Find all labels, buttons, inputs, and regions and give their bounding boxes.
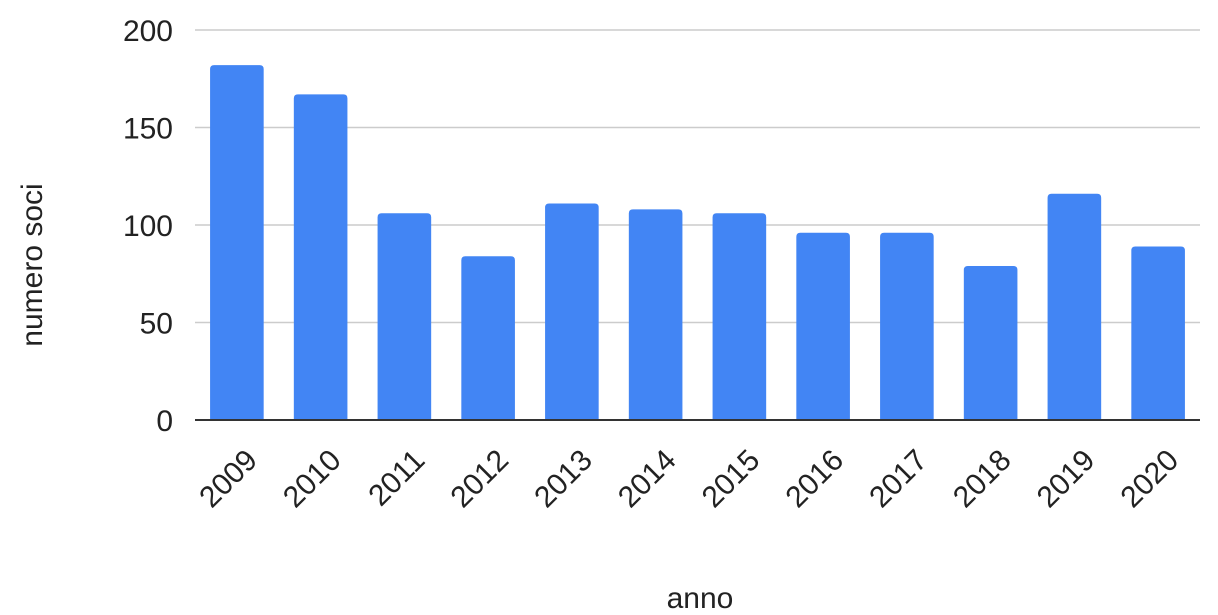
x-tick-label: 2013 (528, 444, 599, 515)
y-tick-label: 0 (156, 405, 173, 438)
y-tick-label: 50 (140, 308, 173, 341)
bars (210, 65, 1185, 420)
y-tick-label: 200 (123, 15, 173, 48)
x-tick-label: 2018 (947, 444, 1018, 515)
x-tick-label: 2017 (863, 444, 934, 515)
bar-2013 (545, 203, 599, 420)
x-tick-label: 2015 (696, 444, 767, 515)
x-tick-label: 2010 (277, 444, 348, 515)
x-tick-label: 2012 (445, 444, 516, 515)
x-axis-title: anno (667, 582, 734, 615)
x-tick-label: 2019 (1031, 444, 1102, 515)
bar-2015 (712, 213, 767, 420)
bar-2009 (210, 65, 264, 420)
bar-2012 (461, 256, 515, 420)
bar-2011 (377, 213, 432, 420)
bar-2018 (963, 265, 1018, 420)
x-tick-label: 2014 (612, 444, 683, 515)
bar-2017 (880, 232, 934, 420)
x-tick-label: 2020 (1115, 444, 1186, 515)
bar-2010 (293, 94, 348, 420)
y-axis-title: numero soci (16, 183, 49, 346)
y-tick-label: 150 (123, 113, 173, 146)
x-axis-ticks: 2009 2010 2011 2012 2013 2014 2015 2016 2017 2018… (193, 444, 1185, 515)
x-tick-label: 2009 (193, 444, 264, 515)
y-tick-label: 100 (123, 210, 173, 243)
bar-2016 (796, 232, 850, 420)
bar-2014 (628, 209, 683, 420)
y-axis-ticks: 0 50 100 150 200 (123, 15, 173, 438)
gridlines (195, 29, 1200, 324)
x-tick-label: 2016 (780, 444, 851, 515)
bar-2020 (1131, 246, 1185, 420)
x-tick-label: 2011 (362, 444, 431, 513)
bar-2019 (1047, 193, 1102, 420)
